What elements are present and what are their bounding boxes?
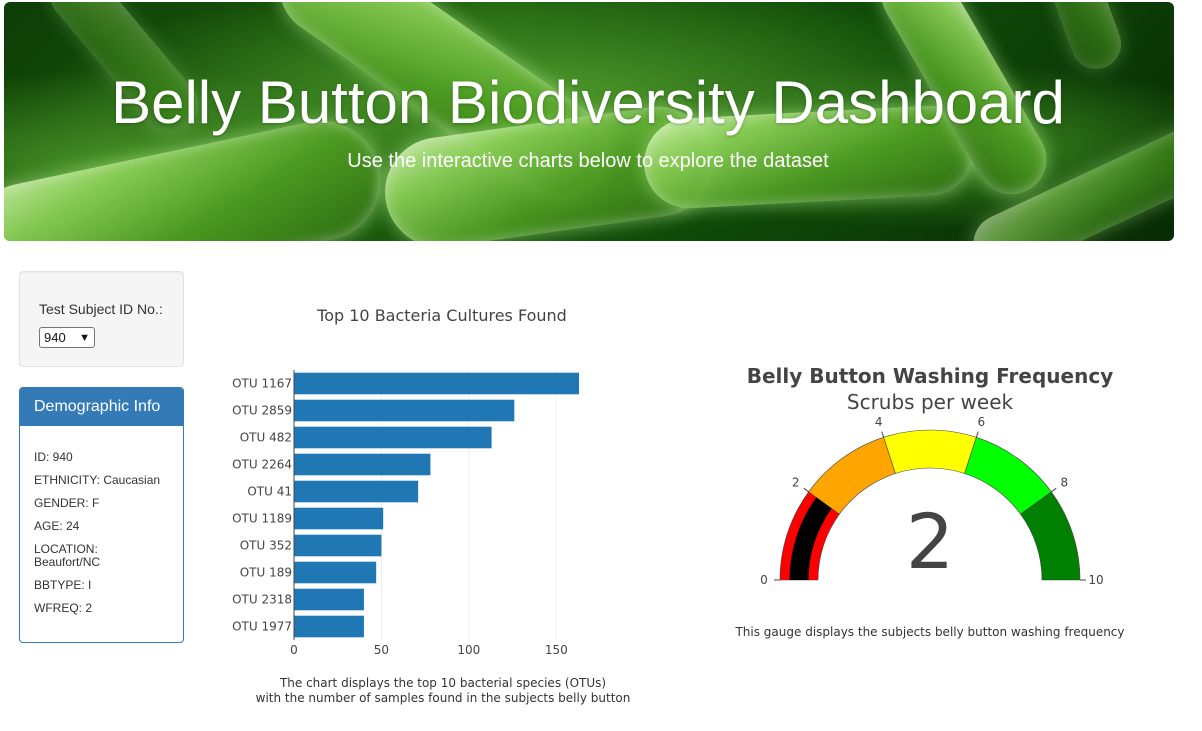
bar-chart: Top 10 Bacteria Cultures Found 0 50 100 150 O… bbox=[232, 306, 580, 657]
gauge-caption: This gauge displays the subjects belly b… bbox=[735, 625, 1125, 639]
demographic-gender: GENDER: F bbox=[34, 496, 100, 510]
gauge-tick-label: 0 bbox=[760, 573, 768, 587]
bar-chart-bar bbox=[294, 588, 364, 611]
bar-chart-caption-line-2: with the number of samples found in the … bbox=[255, 691, 631, 705]
bar-chart-y-tick: OTU 1977 bbox=[232, 620, 292, 634]
page-title: Belly Button Biodiversity Dashboard bbox=[111, 69, 1065, 136]
gauge-tick-label: 6 bbox=[977, 415, 985, 429]
bar-chart-y-tick: OTU 2859 bbox=[232, 404, 292, 418]
bar-chart-y-tick: OTU 189 bbox=[240, 566, 292, 580]
bar-chart-y-tick: OTU 2318 bbox=[232, 593, 292, 607]
demographic-panel-body: ID: 940 ETHNICITY: Caucasian GENDER: F A… bbox=[20, 426, 183, 615]
page-subtitle: Use the interactive charts below to expl… bbox=[347, 150, 829, 172]
gauge-value-bar bbox=[789, 497, 832, 580]
bar-chart-x-tick: 150 bbox=[545, 643, 568, 657]
demographic-id: ID: 940 bbox=[34, 450, 73, 464]
gauge-subtitle: Scrubs per week bbox=[847, 390, 1014, 414]
demographic-wfreq: WFREQ: 2 bbox=[34, 601, 93, 615]
gauge-tick bbox=[881, 431, 885, 438]
gauge-tick-label: 8 bbox=[1060, 475, 1068, 489]
bar-chart-bar bbox=[294, 534, 382, 557]
demographic-location: LOCATION: Beaufort/NC bbox=[34, 542, 101, 569]
bar-chart-bar bbox=[294, 372, 580, 395]
demographic-panel: Demographic Info ID: 940 ETHNICITY: Cauc… bbox=[19, 387, 184, 643]
bar-chart-bar bbox=[294, 615, 364, 638]
gauge-tick-label: 2 bbox=[792, 475, 800, 489]
gauge-step bbox=[883, 429, 977, 474]
bar-chart-y-tick: OTU 352 bbox=[240, 539, 292, 553]
bar-chart-bar bbox=[294, 480, 419, 503]
bar-chart-y-tick: OTU 482 bbox=[240, 431, 292, 445]
bar-chart-x-tick: 0 bbox=[290, 643, 298, 657]
bar-chart-caption: The chart displays the top 10 bacterial … bbox=[210, 676, 676, 706]
subject-selector-well: Test Subject ID No.: 940 ▼ bbox=[19, 271, 184, 367]
bar-chart-bar bbox=[294, 426, 492, 449]
gauge-tick bbox=[803, 487, 809, 493]
gauge-value: 2 bbox=[906, 497, 954, 586]
demographic-bbtype: BBTYPE: I bbox=[34, 578, 92, 592]
bar-chart-y-tick: OTU 2264 bbox=[232, 458, 292, 472]
bar-chart-caption-line-1: The chart displays the top 10 bacterial … bbox=[279, 676, 607, 690]
gauge-tick bbox=[1051, 487, 1057, 493]
gauge-tick bbox=[975, 431, 979, 438]
demographic-ethnicity: ETHNICITY: Caucasian bbox=[34, 473, 161, 487]
demographic-panel-title: Demographic Info bbox=[20, 388, 183, 426]
gauge-tick-label: 10 bbox=[1088, 573, 1103, 587]
gauge-tick-label: 4 bbox=[875, 415, 883, 429]
bar-chart-x-tick: 100 bbox=[457, 643, 480, 657]
bar-chart-x-tick: 50 bbox=[374, 643, 389, 657]
bar-chart-bar bbox=[294, 561, 377, 584]
bar-chart-bar bbox=[294, 453, 431, 476]
chevron-down-icon: ▼ bbox=[79, 332, 90, 344]
gauge-title: Belly Button Washing Frequency bbox=[747, 364, 1113, 388]
demographic-age: AGE: 24 bbox=[34, 519, 80, 533]
bar-chart-y-tick: OTU 1189 bbox=[232, 512, 292, 526]
subject-selector-label: Test Subject ID No.: bbox=[39, 301, 163, 317]
subject-id-select[interactable]: 940 ▼ bbox=[39, 327, 95, 348]
bar-chart-y-tick: OTU 41 bbox=[247, 485, 292, 499]
bar-chart-bar bbox=[294, 399, 515, 422]
bar-chart-y-tick: OTU 1167 bbox=[232, 377, 292, 391]
header-banner bbox=[4, 2, 1174, 241]
subject-id-value: 940 bbox=[44, 330, 66, 345]
bar-chart-bar bbox=[294, 507, 384, 530]
bar-chart-title: Top 10 Bacteria Cultures Found bbox=[316, 306, 567, 325]
